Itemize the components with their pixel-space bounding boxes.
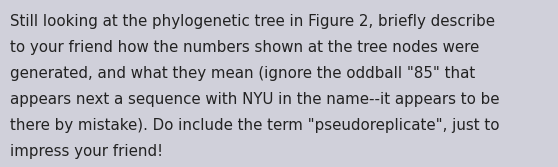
Text: generated, and what they mean (ignore the oddball "85" that: generated, and what they mean (ignore th… (10, 66, 475, 81)
Text: impress your friend!: impress your friend! (10, 144, 163, 159)
Text: there by mistake). Do include the term "pseudoreplicate", just to: there by mistake). Do include the term "… (10, 118, 499, 133)
Text: to your friend how the numbers shown at the tree nodes were: to your friend how the numbers shown at … (10, 40, 479, 55)
Text: Still looking at the phylogenetic tree in Figure 2, briefly describe: Still looking at the phylogenetic tree i… (10, 14, 495, 29)
Text: appears next a sequence with NYU in the name--it appears to be: appears next a sequence with NYU in the … (10, 92, 499, 107)
